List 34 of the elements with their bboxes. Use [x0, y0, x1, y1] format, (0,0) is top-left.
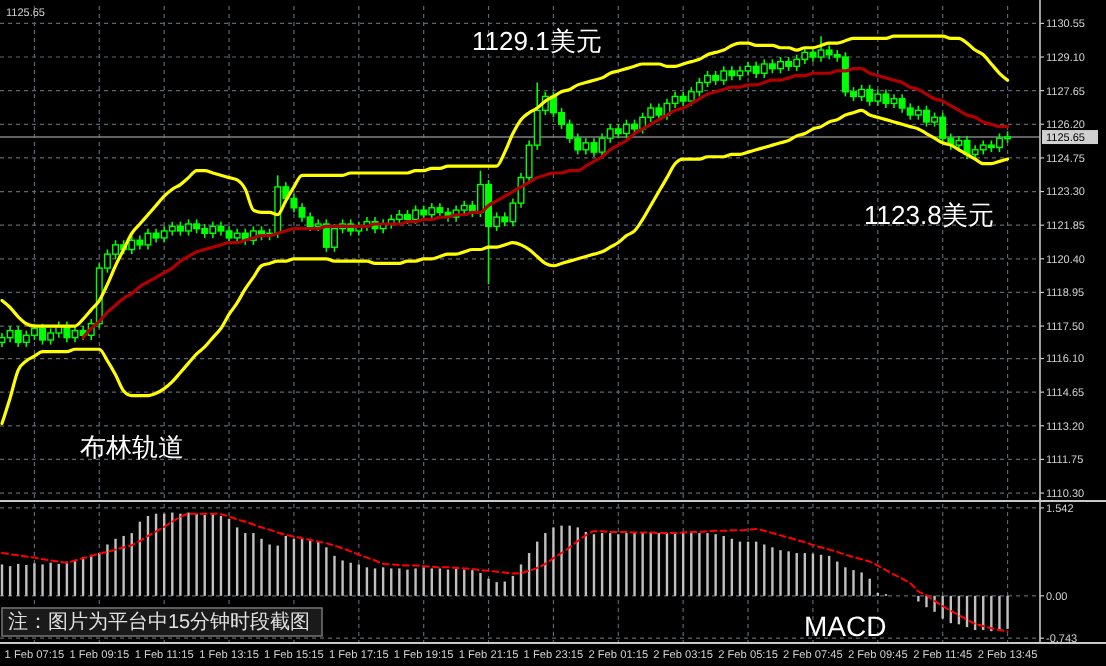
candlestick [566, 118, 574, 144]
candlestick [882, 88, 890, 109]
annotation: 1129.1美元 [472, 26, 602, 56]
line-series [0, 108, 1010, 426]
candlestick [322, 218, 330, 253]
candlestick [866, 84, 874, 107]
annotation: 1123.8美元 [864, 200, 994, 230]
annotation: 布林轨道 [80, 432, 184, 462]
annotation: 注：图片为平台中15分钟时段截图 [8, 610, 311, 634]
candlestick [330, 223, 338, 253]
candlestick [695, 77, 703, 98]
candlestick [922, 104, 930, 128]
candlestick [590, 137, 598, 158]
line-series [1, 512, 1009, 633]
candlestick [995, 132, 1003, 153]
candlestick [760, 58, 768, 79]
candlestick [647, 102, 655, 123]
candlestick [144, 227, 152, 251]
candlestick [574, 132, 582, 156]
candlestick [306, 211, 314, 232]
candlestick [687, 86, 695, 107]
candlestick [290, 193, 298, 214]
candlestick [817, 35, 825, 63]
candlestick [298, 202, 306, 223]
annotation: MACD [804, 610, 887, 642]
candlestick [14, 325, 22, 348]
candlestick [128, 234, 136, 255]
candlestick [622, 118, 630, 139]
candlestick [720, 65, 728, 86]
candlestick [898, 93, 906, 114]
candlestick [485, 179, 493, 286]
candlestick [412, 204, 420, 225]
candlestick [598, 132, 606, 158]
candlestick [939, 111, 947, 144]
